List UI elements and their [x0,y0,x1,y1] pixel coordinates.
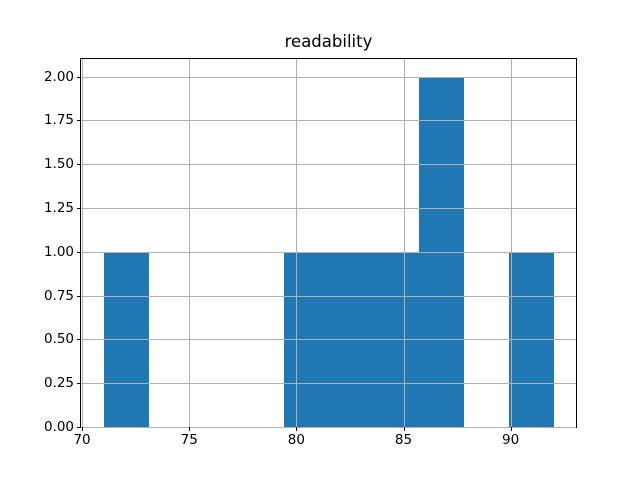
x-tick-mark [296,427,298,431]
x-tick-mark [82,427,84,431]
x-gridline [510,59,512,427]
grid-layer [81,59,576,428]
y-tick-label: 0.50 [43,331,74,348]
y-tick-mark [77,339,81,341]
y-tick-label: 0.00 [43,419,74,435]
y-gridline [81,251,576,253]
y-gridline [81,427,576,428]
x-tick-mark [189,427,191,431]
x-tick-label: 70 [73,432,91,448]
y-tick-mark [77,76,81,78]
y-tick-label: 0.75 [43,287,74,304]
y-tick-label: 1.50 [43,156,74,173]
y-tick-label: 1.25 [43,199,74,216]
y-gridline [81,120,576,122]
y-gridline [81,76,576,78]
y-tick-mark [77,164,81,166]
y-tick-mark [77,295,81,297]
x-tick-mark [403,427,405,431]
y-tick-mark [77,120,81,122]
y-gridline [81,383,576,385]
y-gridline [81,164,576,166]
y-gridline [81,207,576,209]
y-gridline [81,295,576,297]
y-tick-mark [77,251,81,253]
y-tick-label: 2.00 [43,68,74,85]
x-tick-mark [510,427,512,431]
chart-title: readability [284,32,373,51]
y-tick-label: 1.75 [43,112,74,129]
y-tick-mark [77,207,81,209]
x-gridline [403,59,405,427]
y-tick-mark [77,383,81,385]
x-tick-label: 85 [394,432,413,448]
ticks-layer: 70 75 80 85 90 0.00 0.25 0.50 0.75 1.00 1.25 1.50 1.… [44,59,576,448]
axes: 70 75 80 85 90 0.00 0.25 0.50 0.75 1.00 1.25 1.50 1.… [44,58,577,448]
y-tick-label: 0.25 [43,375,74,392]
x-gridline [82,59,84,427]
y-tick-label: 1.00 [43,243,74,260]
y-tick-mark [77,427,81,428]
x-tick-label: 75 [180,432,198,448]
y-gridline [81,339,576,341]
x-gridline [296,59,298,427]
x-gridline [189,59,191,427]
x-tick-label: 90 [502,432,520,448]
x-tick-label: 80 [287,432,305,448]
